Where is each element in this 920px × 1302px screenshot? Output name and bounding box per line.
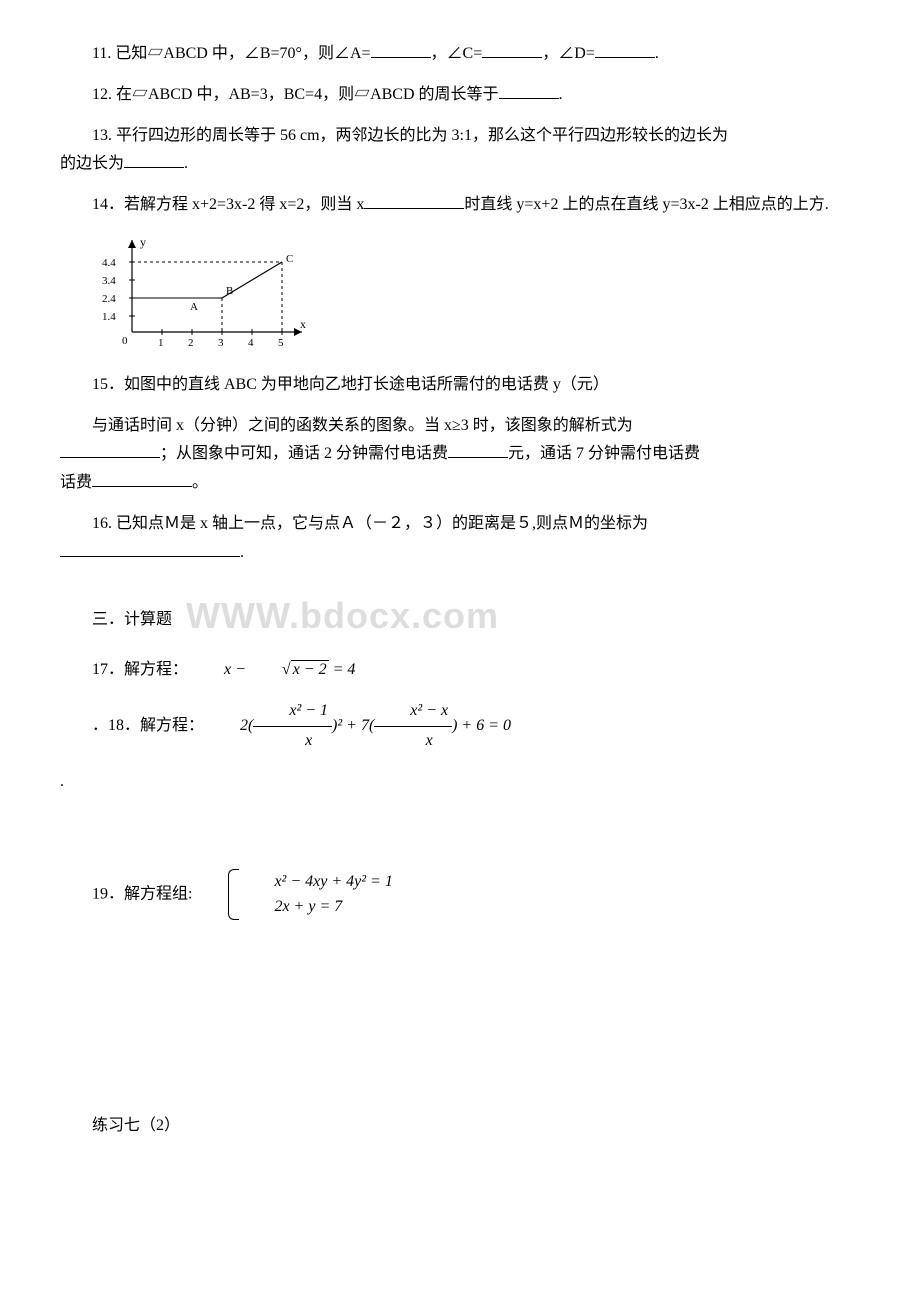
question-17: 17．解方程： x − √x − 2 = 4 (60, 656, 860, 685)
svg-text:2.4: 2.4 (102, 293, 116, 305)
footer-text: 练习七（2） (92, 1117, 180, 1134)
svg-text:4: 4 (248, 337, 254, 349)
q17-formula: x − √x − 2 = 4 (192, 656, 355, 685)
question-18: ．18．解方程： 2(x² − 1x)² + 7(x² − xx) + 6 = … (60, 697, 860, 756)
q11-text-b: ，∠C= (431, 45, 483, 62)
svg-text:3: 3 (218, 337, 224, 349)
q11-text-c: ，∠D= (542, 45, 595, 62)
q19-label: 19．解方程组: (92, 885, 192, 902)
point-b-label: B (226, 285, 233, 297)
q14-text-b: 时直线 y=x+2 上的点在直线 y=3x-2 上相应点的上方. (464, 196, 828, 213)
stray-dot: . (60, 768, 860, 797)
q17-lhs: x − (224, 661, 250, 678)
q12-text-b: . (559, 86, 563, 103)
q16-blank (60, 540, 240, 557)
q16-text-b: . (240, 544, 244, 561)
q11-blank-c (482, 41, 542, 58)
footer-title: 练习七（2） (60, 1112, 860, 1141)
q15-line1: 15．如图中的直线 ABC 为甲地向乙地打长途电话所需付的电话费 y（元） (92, 376, 609, 393)
q15-line2-c: 元，通话 7 分钟需付电话费 (508, 445, 700, 462)
q11-text-a: 11. 已知▱ABCD 中，∠B=70°，则∠A= (92, 45, 371, 62)
q11-blank-a (371, 41, 431, 58)
point-c-label: C (286, 253, 293, 265)
q18-den1: x (253, 727, 332, 756)
question-11: 11. 已知▱ABCD 中，∠B=70°，则∠A= ，∠C= ，∠D=. (60, 40, 860, 69)
q13-text-b: . (184, 155, 188, 172)
q15-line2-b: ；从图象中可知，通话 2 分钟需付电话费 (160, 445, 448, 462)
dot-text: . (60, 773, 64, 790)
question-14: 14．若解方程 x+2=3x-2 得 x=2，则当 x 时直线 y=x+2 上的点… (60, 191, 860, 220)
q11-text-d: . (655, 45, 659, 62)
y-axis-label: y (140, 235, 146, 249)
q18-formula: 2(x² − 1x)² + 7(x² − xx) + 6 = 0 (208, 697, 511, 756)
q18-label: ．18．解方程： (92, 717, 204, 734)
q13-text-a: 13. 平行四边形的周长等于 56 cm，两邻边长的比为 3:1，那么这个平行四… (92, 127, 728, 144)
svg-text:4.4: 4.4 (102, 257, 116, 269)
q17-rhs: = 4 (329, 661, 356, 678)
origin-label: 0 (122, 335, 128, 347)
q18-coef1: 2( (240, 717, 253, 734)
svg-text:2: 2 (188, 337, 194, 349)
q11-blank-d (595, 41, 655, 58)
q18-end: ) + 6 = 0 (452, 717, 511, 734)
q12-blank (499, 82, 559, 99)
q19-system: x² − 4xy + 4y² = 1 2x + y = 7 (196, 869, 392, 920)
q18-mid: )² + 7( (332, 717, 374, 734)
q19-eq1: x² − 4xy + 4y² = 1 (242, 869, 392, 895)
q14-blank (364, 192, 464, 209)
q17-label: 17．解方程： (92, 661, 188, 678)
q15-line2-a: 与通话时间 x（分钟）之间的函数关系的图象。当 x≥3 时，该图象的解析式为 (92, 417, 633, 434)
svg-text:1.4: 1.4 (102, 311, 116, 323)
q13-blank (124, 151, 184, 168)
question-15-line2: 与通话时间 x（分钟）之间的函数关系的图象。当 x≥3 时，该图象的解析式为 ；… (60, 412, 860, 498)
watermark-text: WWW.bdocx.com (186, 595, 499, 636)
q17-sqrt: x − 2 (291, 660, 329, 678)
q15-blank-2 (448, 441, 508, 458)
q14-text-a: 14．若解方程 x+2=3x-2 得 x=2，则当 x (92, 196, 364, 213)
question-15-line1: 15．如图中的直线 ABC 为甲地向乙地打长途电话所需付的电话费 y（元） (60, 371, 860, 400)
svg-text:5: 5 (278, 337, 284, 349)
q18-den2: x (374, 727, 452, 756)
q18-num1: x² − 1 (253, 697, 332, 727)
q15-line2-d: 。 (192, 474, 208, 491)
q15-blank-3 (92, 470, 192, 487)
q16-text-a: 16. 已知点Ｍ是 x 轴上一点，它与点Ａ（－２，３）的距离是５,则点Ｍ的坐标为 (92, 515, 648, 532)
question-16: 16. 已知点Ｍ是 x 轴上一点，它与点Ａ（－２，３）的距离是５,则点Ｍ的坐标为… (60, 510, 860, 568)
question-13: 13. 平行四边形的周长等于 56 cm，两邻边长的比为 3:1，那么这个平行四… (60, 122, 860, 180)
question-19: 19．解方程组: x² − 4xy + 4y² = 1 2x + y = 7 (60, 869, 860, 920)
q19-eq2: 2x + y = 7 (242, 894, 392, 920)
svg-text:3.4: 3.4 (102, 275, 116, 287)
q18-num2: x² − x (374, 697, 452, 727)
question-12: 12. 在▱ABCD 中，AB=3，BC=4，则▱ABCD 的周长等于. (60, 81, 860, 110)
q15-blank-1 (60, 441, 160, 458)
section-3-label: 三．计算题 (92, 611, 172, 628)
section-3-title: 三．计算题 WWW.bdocx.com (60, 580, 860, 645)
phone-fee-graph: y x 0 4.4 3.4 2.4 1.4 1 2 3 4 5 A B C (92, 232, 860, 363)
q12-text-a: 12. 在▱ABCD 中，AB=3，BC=4，则▱ABCD 的周长等于 (92, 86, 499, 103)
point-a-label: A (190, 301, 198, 313)
x-axis-label: x (300, 317, 306, 331)
svg-text:1: 1 (158, 337, 164, 349)
